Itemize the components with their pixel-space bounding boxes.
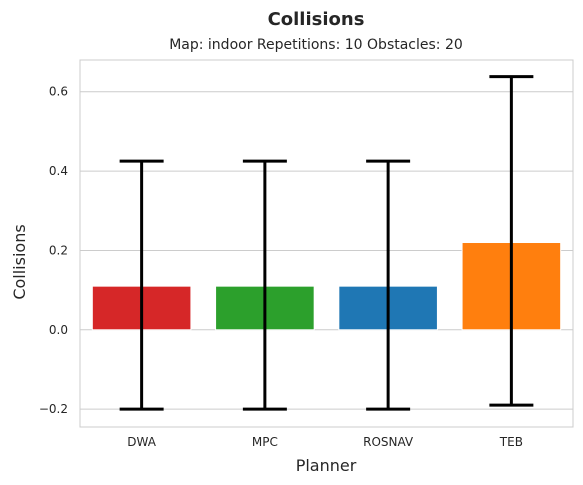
x-tick-label: DWA <box>127 435 156 449</box>
x-tick-label: ROSNAV <box>363 435 414 449</box>
y-tick-label: 0.4 <box>49 164 68 178</box>
x-tick-labels: DWA MPC ROSNAV TEB <box>127 435 523 449</box>
chart-subtitle: Map: indoor Repetitions: 10 Obstacles: 2… <box>169 37 463 53</box>
y-tick-label: −0.2 <box>39 402 68 416</box>
y-tick-label: 0.2 <box>49 243 68 257</box>
y-axis-label: Collisions <box>10 224 29 299</box>
x-tick-label: MPC <box>252 435 278 449</box>
x-axis-label: Planner <box>296 456 357 475</box>
y-tick-label: 0.6 <box>49 85 68 99</box>
x-tick-label: TEB <box>499 435 523 449</box>
y-tick-label: 0.0 <box>49 323 68 337</box>
y-tick-labels: −0.2 0.0 0.2 0.4 0.6 <box>39 85 68 416</box>
error-bars <box>119 75 534 411</box>
chart-title: Collisions <box>268 9 365 30</box>
